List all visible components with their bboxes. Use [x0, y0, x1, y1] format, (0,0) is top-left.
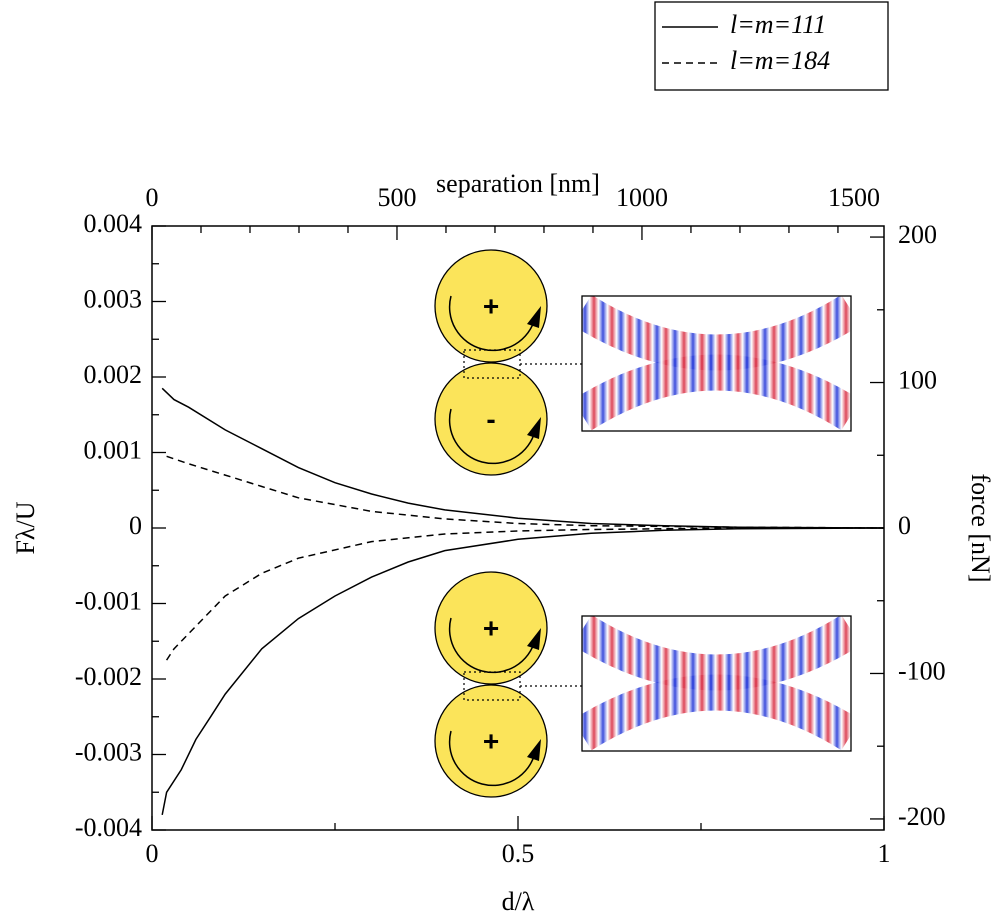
y-tick-label: -0.004 — [75, 813, 142, 842]
field-map — [582, 616, 851, 751]
y-tick-label: 0.001 — [84, 435, 143, 464]
y2-tick-label: -200 — [898, 802, 946, 831]
x-tick-label: 0.5 — [502, 839, 535, 868]
x2-tick-label: 500 — [377, 183, 416, 212]
insets: + - + + — [435, 250, 851, 797]
y-tick-label: 0 — [129, 511, 142, 540]
field-map — [582, 296, 851, 431]
x2-axis-title: separation [nm] — [436, 169, 600, 198]
charge-label: + — [483, 725, 499, 756]
x2-tick-label: 1000 — [616, 183, 668, 212]
x-tick-label: 1 — [878, 839, 891, 868]
y-tick-label: -0.003 — [75, 737, 142, 766]
charge-label: + — [483, 612, 499, 643]
x2-tick-label: 1500 — [828, 183, 880, 212]
y-tick-label: 0.002 — [84, 360, 143, 389]
series-line — [167, 456, 884, 528]
y-tick-label: 0.004 — [84, 209, 143, 238]
y2-axis-title: force [nN] — [966, 474, 995, 583]
y2-tick-label: 200 — [898, 220, 937, 249]
chart: + - + + separation [nm] d/λ Fλ/U force [nN]… — [0, 0, 1002, 920]
y-tick-label: -0.002 — [75, 662, 142, 691]
x-axis-title: d/λ — [502, 887, 535, 916]
y-axis-title: Fλ/U — [11, 501, 40, 554]
y2-tick-label: -100 — [898, 656, 946, 685]
y2-tick-label: 0 — [898, 511, 911, 540]
legend-label: l=m=111 — [730, 10, 826, 39]
y-tick-label: -0.001 — [75, 586, 142, 615]
charge-label: + — [483, 290, 499, 321]
y2-tick-label: 100 — [898, 365, 937, 394]
legend-label: l=m=184 — [730, 46, 830, 75]
x-tick-label: 0 — [146, 839, 159, 868]
x2-tick-label: 0 — [146, 183, 159, 212]
y-tick-label: 0.003 — [84, 284, 143, 313]
charge-label: - — [486, 403, 495, 434]
